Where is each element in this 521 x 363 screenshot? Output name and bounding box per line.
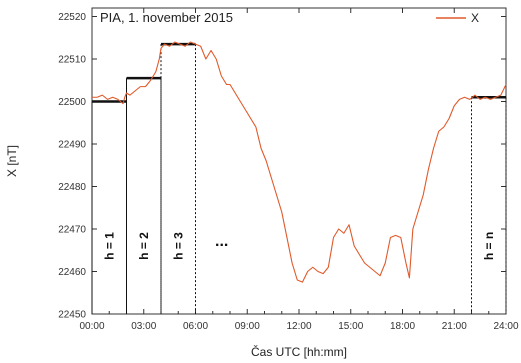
x-tick-label: 15:00 xyxy=(338,321,363,332)
legend: X xyxy=(436,11,479,25)
series-line-x xyxy=(92,41,507,283)
window-annotations: h = 1 h = 2 h = 3 h = n xyxy=(91,42,507,314)
series-layer xyxy=(92,41,507,283)
chart-title: PIA, 1. november 2015 xyxy=(100,10,233,25)
x-tick-label: 06:00 xyxy=(183,321,208,332)
legend-label-x: X xyxy=(471,11,479,25)
x-tick-label: 12:00 xyxy=(286,321,311,332)
y-tick-label: 22500 xyxy=(58,97,86,108)
x-tick-label: 18:00 xyxy=(390,321,415,332)
y-axis-label: X [nT] xyxy=(5,145,19,177)
ellipsis-marker: ... xyxy=(215,233,228,250)
x-axis-ticks: 00:00 03:00 06:00 09:00 12:00 15:00 18:00 21:00… xyxy=(79,8,519,332)
window-label: h = 1 xyxy=(102,232,116,260)
x-tick-label: 03:00 xyxy=(131,321,156,332)
y-tick-label: 22450 xyxy=(58,310,86,321)
y-tick-label: 22480 xyxy=(58,182,86,193)
plot-frame xyxy=(91,7,507,315)
y-tick-label: 22470 xyxy=(58,225,86,236)
window-label: h = n xyxy=(482,232,496,260)
x-tick-label: 24:00 xyxy=(493,321,518,332)
x-axis-label: Čas UTC [hh:mm] xyxy=(251,344,347,359)
window-label: h = 2 xyxy=(137,232,151,260)
x-tick-label: 21:00 xyxy=(442,321,467,332)
y-tick-label: 22460 xyxy=(58,267,86,278)
y-tick-label: 22490 xyxy=(58,140,86,151)
y-tick-label: 22520 xyxy=(58,12,86,23)
window-label: h = 3 xyxy=(171,232,185,260)
x-tick-label: 00:00 xyxy=(79,321,104,332)
y-axis-ticks: 22450 22460 22470 22480 22490 22500 22510 22520 xyxy=(58,12,506,321)
x-tick-label: 09:00 xyxy=(235,321,260,332)
y-tick-label: 22510 xyxy=(58,55,86,66)
